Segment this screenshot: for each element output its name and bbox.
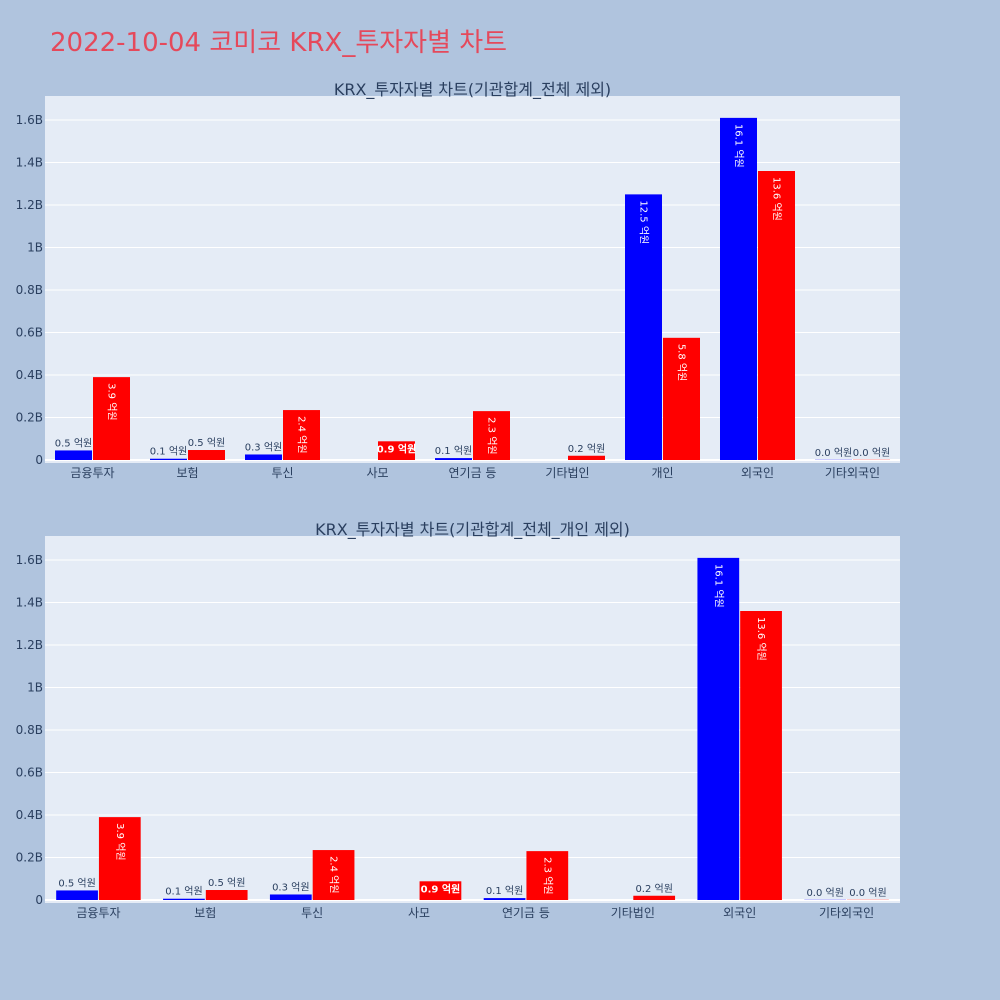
- bar-buy: [55, 450, 92, 460]
- bar-sell: [758, 171, 795, 460]
- chart-title: KRX_투자자별 차트(기관합계_전체_개인 제외): [315, 520, 630, 540]
- bar-sell: [473, 411, 510, 460]
- y-tick-label: 1.6B: [16, 553, 43, 567]
- bar-sell: [663, 337, 700, 460]
- y-tick-label: 1.4B: [16, 156, 43, 170]
- data-label: 3.9 억원: [106, 383, 118, 420]
- data-label: 16.1 억원: [712, 564, 724, 608]
- x-tick-label: 기타법인: [545, 466, 589, 480]
- x-tick-label: 기타외국인: [819, 906, 874, 920]
- data-label: 0.5 억원: [58, 877, 95, 889]
- data-label: 0.2 억원: [568, 443, 605, 455]
- data-label: 13.6 억원: [755, 617, 767, 661]
- data-label: 12.5 억원: [638, 200, 650, 244]
- y-tick-label: 1.4B: [16, 596, 43, 610]
- data-label: 0.3 억원: [272, 881, 309, 893]
- bar-buy: [163, 898, 205, 900]
- bar-sell: [568, 455, 605, 460]
- y-tick-label: 0.6B: [16, 326, 43, 340]
- x-tick-label: 투신: [301, 906, 323, 920]
- data-label: 0.0 억원: [853, 447, 890, 459]
- y-tick-label: 0.4B: [16, 808, 43, 822]
- bar-buy: [483, 898, 526, 900]
- x-tick-label: 사모: [408, 906, 430, 920]
- data-label: 2.3 억원: [541, 857, 553, 894]
- y-tick-label: 0.4B: [16, 368, 43, 382]
- bar-sell: [526, 851, 569, 900]
- bar-buy: [245, 454, 282, 460]
- y-tick-label: 0.6B: [16, 766, 43, 780]
- x-tick-label: 기타외국인: [825, 466, 880, 480]
- y-tick-label: 1.2B: [16, 198, 43, 212]
- data-label: 0.9 억원: [377, 442, 417, 455]
- x-tick-label: 보험: [194, 906, 216, 920]
- bar-sell: [93, 377, 130, 460]
- x-tick-label: 사모: [366, 466, 388, 480]
- bar-buy: [625, 194, 662, 460]
- bar-buy: [269, 894, 312, 900]
- bar-sell: [188, 450, 225, 460]
- page-title: 2022-10-04 코미코 KRX_투자자별 차트: [50, 28, 508, 58]
- x-tick-label: 금융투자: [70, 466, 114, 480]
- y-tick-label: 0.2B: [16, 851, 43, 865]
- data-label: 0.0 억원: [815, 447, 852, 459]
- bar-buy: [720, 117, 757, 460]
- bar-buy: [56, 890, 98, 900]
- bar-sell: [312, 850, 355, 900]
- x-tick-label: 연기금 등: [449, 466, 497, 480]
- data-label: 0.3 억원: [245, 441, 282, 453]
- data-label: 0.1 억원: [486, 885, 523, 897]
- bar-buy: [697, 557, 740, 900]
- data-label: 3.9 억원: [114, 823, 126, 860]
- data-label: 0.0 억원: [806, 887, 843, 899]
- x-tick-label: 금융투자: [76, 906, 120, 920]
- data-label: 16.1 억원: [733, 124, 745, 168]
- y-tick-label: 0: [35, 893, 43, 907]
- x-tick-label: 기타법인: [611, 906, 655, 920]
- data-label: 0.1 억원: [435, 445, 472, 457]
- plot-area: [45, 96, 900, 463]
- x-tick-label: 보험: [176, 466, 198, 480]
- y-tick-label: 0.8B: [16, 283, 43, 297]
- y-tick-label: 0: [35, 453, 43, 467]
- y-tick-label: 1B: [27, 681, 43, 695]
- data-label: 0.1 억원: [165, 886, 202, 898]
- data-label: 2.4 억원: [296, 416, 308, 453]
- data-label: 2.4 억원: [328, 856, 340, 893]
- data-label: 0.5 억원: [208, 877, 245, 889]
- chart-title: KRX_투자자별 차트(기관합계_전체 제외): [334, 80, 611, 100]
- data-label: 2.3 억원: [486, 417, 498, 454]
- x-tick-label: 연기금 등: [502, 906, 550, 920]
- data-label: 0.0 억원: [849, 887, 886, 899]
- bar-sell: [98, 817, 141, 900]
- data-label: 0.5 억원: [55, 437, 92, 449]
- x-tick-label: 투신: [271, 466, 293, 480]
- bar-sell: [378, 441, 415, 460]
- data-label: 5.8 억원: [676, 344, 688, 381]
- x-tick-label: 개인: [651, 466, 673, 480]
- y-tick-label: 1B: [27, 241, 43, 255]
- y-tick-label: 1.6B: [16, 113, 43, 127]
- bar-sell: [283, 410, 320, 460]
- data-label: 0.2 억원: [635, 883, 672, 895]
- bar-sell: [633, 895, 676, 900]
- x-tick-label: 외국인: [741, 466, 774, 480]
- bar-sell: [205, 890, 248, 900]
- data-label: 0.9 억원: [421, 882, 461, 895]
- data-label: 13.6 억원: [771, 177, 783, 221]
- y-tick-label: 1.2B: [16, 638, 43, 652]
- bar-buy: [150, 458, 187, 460]
- bar-sell: [740, 611, 782, 900]
- y-tick-label: 0.2B: [16, 411, 43, 425]
- bar-buy: [435, 458, 472, 460]
- data-label: 0.5 억원: [188, 437, 225, 449]
- data-label: 0.1 억원: [150, 446, 187, 458]
- bar-sell: [419, 881, 462, 900]
- y-tick-label: 0.8B: [16, 723, 43, 737]
- x-tick-label: 외국인: [723, 906, 756, 920]
